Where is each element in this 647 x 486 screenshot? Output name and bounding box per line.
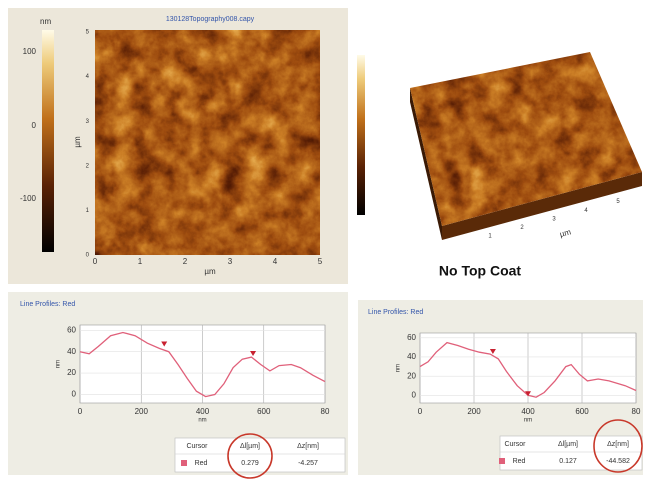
x-tick-label: 600	[575, 407, 589, 416]
x-tick-label: 0	[78, 407, 83, 416]
cursor-table	[174, 437, 346, 473]
y-tick-label: 0	[412, 390, 417, 399]
highlight-circle	[227, 433, 273, 479]
chart-title: Line Profiles: Red	[368, 309, 423, 316]
x-tick-label: 400	[521, 407, 535, 416]
colorbar	[357, 55, 365, 215]
table-cell: 0.279	[241, 460, 259, 467]
x-tick-label: 4	[584, 208, 588, 214]
table-cell: -4.257	[298, 460, 318, 467]
y-axis-label: µm	[73, 136, 82, 148]
cursor-marker	[161, 341, 168, 347]
x-tick-label: 4	[273, 257, 278, 266]
surface-side	[442, 172, 642, 240]
highlight-circle	[593, 419, 643, 473]
y-tick-label: 0	[86, 253, 90, 259]
x-tick-label: 80	[321, 407, 330, 416]
x-tick-label: 1	[488, 234, 492, 240]
x-axis-label: nm	[524, 418, 532, 424]
legend-swatch	[499, 458, 505, 464]
y-tick-label: 4	[86, 74, 90, 80]
x-tick-label: 200	[135, 407, 149, 416]
x-tick-label: 3	[552, 216, 556, 222]
profile-line	[79, 331, 326, 398]
x-axis-label: µm	[559, 227, 573, 239]
table-cell: -44.582	[606, 458, 630, 465]
cursor-table	[499, 435, 643, 471]
x-tick-label: 3	[228, 257, 233, 266]
colorbar-tick: -100	[20, 194, 37, 203]
table-cell: Red	[195, 460, 208, 467]
table-header: Δz[nm]	[607, 441, 629, 448]
y-tick-label: 1	[86, 208, 90, 214]
colorbar	[42, 30, 54, 252]
table-cell: Red	[513, 458, 526, 465]
y-tick-label: 60	[407, 333, 416, 342]
table-cell: 0.127	[559, 458, 577, 465]
x-tick-label: 1	[138, 257, 143, 266]
cursor-marker	[250, 351, 257, 357]
y-axis-label: nm	[396, 364, 402, 372]
caption: No Top Coat	[439, 263, 522, 279]
x-tick-label: 5	[318, 257, 323, 266]
x-tick-label: 0	[418, 407, 423, 416]
y-axis-label: nm	[56, 360, 62, 368]
x-tick-label: 2	[183, 257, 188, 266]
image-title: 130128Topography008.capy	[166, 16, 255, 23]
colorbar-tick: 100	[23, 47, 37, 56]
y-tick-label: 40	[67, 347, 76, 356]
y-tick-label: 20	[407, 371, 416, 380]
x-tick-label: 80	[632, 407, 641, 416]
table-header: Cursor	[504, 441, 526, 448]
y-tick-label: 5	[86, 30, 90, 36]
table-header: Δl[µm]	[240, 443, 260, 450]
x-tick-label: 0	[93, 257, 98, 266]
x-tick-label: 400	[196, 407, 210, 416]
x-tick-label: 600	[257, 407, 271, 416]
y-tick-label: 0	[72, 390, 77, 399]
table-header: Δl[µm]	[558, 441, 578, 448]
cursor-marker	[525, 391, 531, 397]
surface-side	[410, 88, 442, 240]
legend-swatch	[181, 460, 187, 466]
y-tick-label: 3	[86, 119, 90, 125]
surface-3d	[410, 52, 642, 226]
y-tick-label: 60	[67, 325, 76, 334]
y-tick-label: 20	[67, 368, 76, 377]
x-tick-label: 2	[520, 225, 524, 231]
topography-image	[95, 30, 320, 255]
x-tick-label: 200	[467, 407, 481, 416]
table-header: Cursor	[186, 443, 208, 450]
chart-title: Line Profiles: Red	[20, 301, 75, 308]
table-header: Δz[nm]	[297, 443, 319, 450]
x-axis-label: nm	[198, 418, 206, 424]
colorbar-tick: 0	[32, 121, 37, 130]
x-axis-label: µm	[204, 267, 216, 276]
y-tick-label: 40	[407, 352, 416, 361]
x-tick-label: 5	[616, 199, 620, 205]
cursor-marker	[489, 349, 496, 355]
colorbar-unit: nm	[40, 17, 51, 26]
y-tick-label: 2	[86, 163, 90, 169]
